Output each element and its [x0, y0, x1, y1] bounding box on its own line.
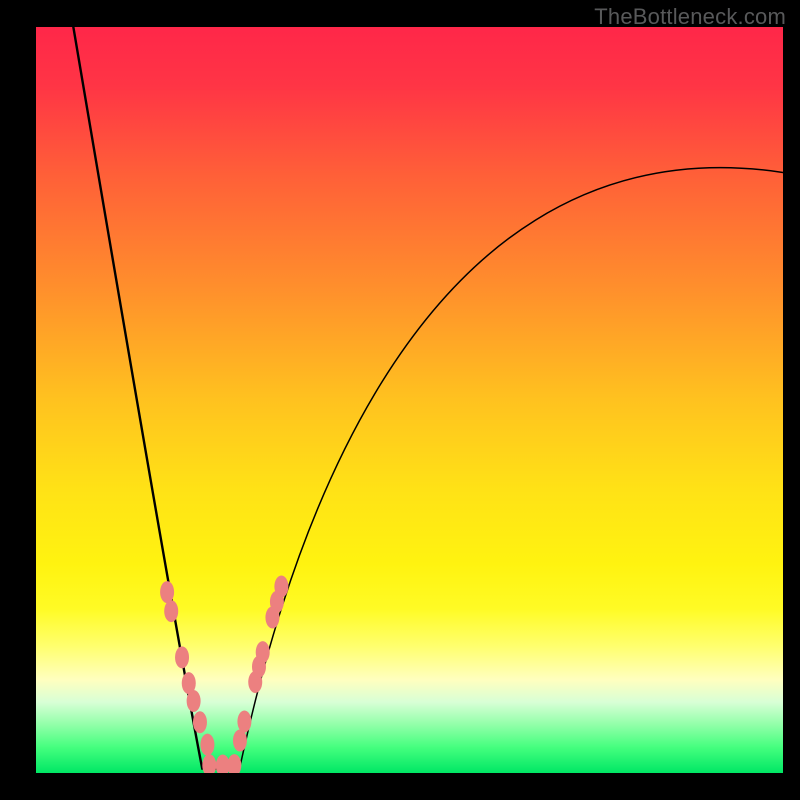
data-marker [274, 576, 288, 598]
data-marker [164, 600, 178, 622]
data-marker [200, 734, 214, 756]
data-marker [187, 690, 201, 712]
chart-container: TheBottleneck.com [0, 0, 800, 800]
data-marker [256, 641, 270, 663]
data-marker [237, 711, 251, 733]
bottleneck-chart [36, 27, 783, 773]
chart-background [36, 27, 783, 773]
data-marker [193, 711, 207, 733]
data-marker [160, 581, 174, 603]
data-marker [175, 646, 189, 668]
watermark-text: TheBottleneck.com [594, 4, 786, 30]
data-marker [233, 730, 247, 752]
